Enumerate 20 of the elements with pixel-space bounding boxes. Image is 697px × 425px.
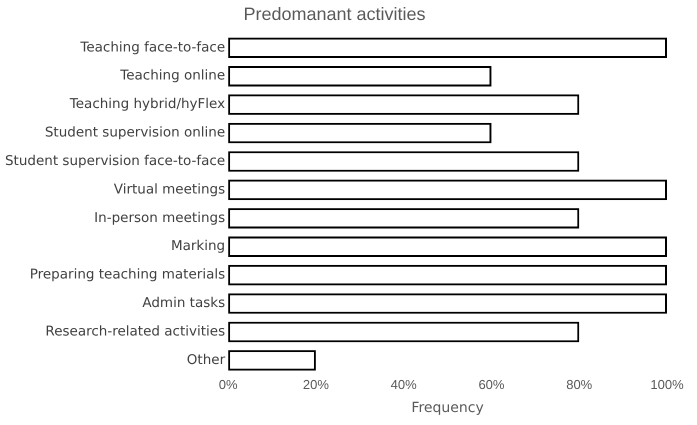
y-tick-label: Other [186,352,226,368]
y-tick-label: Admin tasks [142,295,226,312]
x-tick-label: 80% [566,376,593,392]
x-axis-title: Frequency [411,400,484,416]
y-tick-label: Student supervision online [44,124,226,141]
x-tick-label: 100% [650,376,684,392]
y-tick-label: Preparing teaching materials [30,266,226,283]
y-tick-label: Teaching face-to-face [79,39,226,56]
x-tick-label: 0% [218,376,238,392]
chart-title: Predomanant activities [243,4,426,24]
y-tick-label: Marking [170,238,226,254]
y-tick-label: Virtual meetings [114,181,226,198]
x-tick-label: 60% [478,376,505,392]
y-tick-label: Teaching online [119,68,226,84]
x-tick-label: 40% [390,376,418,392]
y-tick-label: Student supervision face-to-face [4,152,226,169]
y-tick-label: Research-related activities [45,323,226,340]
x-tick-label: 20% [302,376,330,392]
y-tick-label: In-person meetings [94,210,226,226]
y-tick-label: Teaching hybrid/hyFlex [68,96,226,112]
